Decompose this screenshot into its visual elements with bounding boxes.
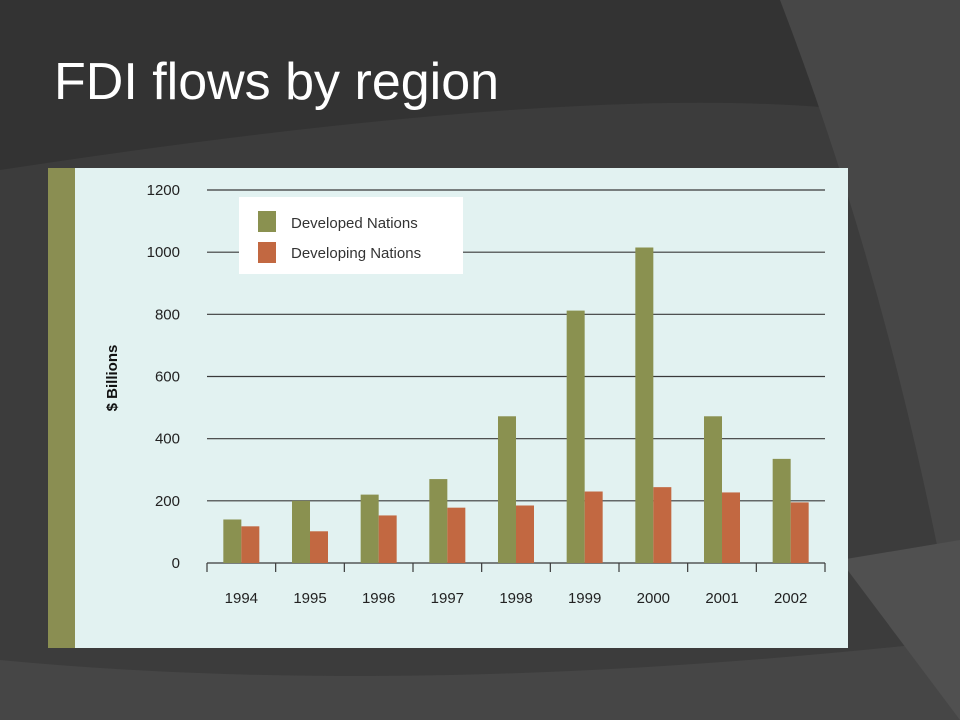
slide-title: FDI flows by region	[54, 53, 500, 111]
y-tick-label: 0	[172, 555, 180, 572]
x-tick-label: 1994	[225, 590, 258, 607]
bar-developing-1995	[310, 531, 328, 563]
bar-developing-2002	[790, 502, 809, 563]
bar-developed-2000	[635, 247, 654, 564]
legend-label-developed: Developed Nations	[291, 215, 418, 232]
y-tick-label: 1000	[147, 244, 180, 261]
y-tick-label: 400	[155, 431, 180, 448]
y-tick-label: 800	[155, 306, 180, 323]
bar-developed-2002	[772, 458, 791, 563]
bar-developed-2001	[704, 416, 722, 563]
x-tick-label: 1995	[293, 590, 326, 607]
y-tick-label: 200	[155, 493, 180, 510]
bars	[223, 247, 809, 564]
x-tick-label: 1996	[362, 590, 395, 607]
x-tick-labels: 1994 1995 1996 1997 1998 1999 2000 2001 2002	[225, 590, 808, 607]
legend-label-developing: Developing Nations	[291, 245, 421, 262]
bar-developed-1995	[292, 500, 310, 563]
legend-box	[239, 197, 463, 274]
bar-developing-1996	[378, 515, 397, 563]
bar-developed-1997	[429, 479, 448, 563]
bar-developed-1999	[566, 310, 585, 563]
bar-developing-1998	[516, 505, 534, 563]
x-tick-label: 1998	[499, 590, 532, 607]
x-tick-label: 2002	[774, 590, 807, 607]
chart-panel: 0 200 400 600 800 1000 1200 1994 1995 1996 1997 19…	[48, 168, 848, 648]
bar-developing-1999	[584, 491, 603, 563]
legend-swatch-developing	[258, 242, 276, 263]
bar-developed-1998	[498, 416, 516, 563]
bar-developing-1994	[241, 526, 260, 563]
y-tick-labels: 0 200 400 600 800 1000 1200	[147, 182, 180, 572]
x-tick-label: 1999	[568, 590, 601, 607]
x-tick-label: 2000	[637, 590, 670, 607]
y-axis-label: $ Billions	[104, 345, 121, 412]
bar-developing-2001	[722, 492, 740, 563]
bar-developing-1997	[447, 507, 466, 563]
decorative-arc	[780, 0, 960, 560]
legend-swatch-developed	[258, 211, 276, 232]
x-tick-label: 2001	[705, 590, 738, 607]
x-tick-label: 1997	[431, 590, 464, 607]
y-tick-label: 1200	[147, 182, 180, 199]
bar-developing-2000	[653, 487, 672, 563]
legend: Developed Nations Developing Nations	[239, 197, 463, 274]
bar-developed-1994	[223, 519, 242, 563]
bar-developed-1996	[360, 494, 379, 563]
chart-sidebar-stripe	[48, 168, 75, 648]
y-tick-label: 600	[155, 369, 180, 386]
